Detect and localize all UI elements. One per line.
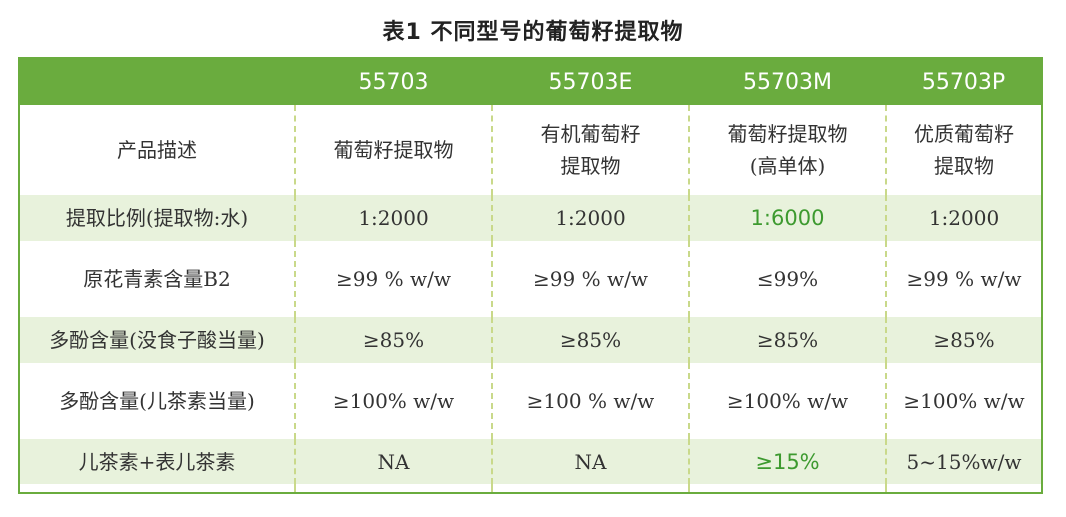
header-cell-empty	[20, 59, 295, 105]
table-cell: ≥85%	[885, 317, 1041, 363]
table-cell: ≥99 % w/w	[294, 241, 492, 317]
table-cell: 葡萄籽提取物	[294, 105, 492, 195]
highlight-value: ≥15%	[755, 449, 820, 474]
table-title: 表1 不同型号的葡萄籽提取物	[382, 20, 684, 45]
table-cell: ≥100 % w/w	[491, 363, 689, 439]
row-label: 多酚含量(没食子酸当量)	[20, 317, 295, 363]
table-row: 产品描述 葡萄籽提取物 有机葡萄籽提取物 葡萄籽提取物 (高单体) 优质葡萄籽提取…	[20, 105, 1041, 195]
table-cell: 有机葡萄籽 提取物	[491, 105, 689, 195]
row-label: 原花青素含量B2	[83, 267, 231, 291]
spacer-cell	[885, 484, 1041, 492]
cell-line: 优质葡萄籽	[914, 122, 1014, 146]
table-cell: 葡萄籽提取物 (高单体)	[688, 105, 886, 195]
header-cell-55703e: 55703E	[492, 59, 689, 105]
table-cell: NA	[294, 439, 492, 484]
table-cell: 1:2000	[885, 195, 1041, 241]
spacer-cell	[294, 484, 492, 492]
table-cell: ≥99 % w/w	[885, 241, 1041, 317]
table-cell: 1:2000	[491, 195, 689, 241]
table-bottom-spacer	[20, 484, 1041, 492]
table-cell: ≥100% w/w	[688, 363, 886, 439]
table-cell: NA	[491, 439, 689, 484]
table-row: 多酚含量(没食子酸当量) ≥85% ≥85% ≥85% ≥85%	[20, 317, 1041, 363]
table-cell: ≥85%	[491, 317, 689, 363]
row-label: 儿茶素+表儿茶素	[20, 439, 295, 484]
table-row: 多酚含量(儿茶素当量) ≥100% w/w ≥100 % w/w ≥100% w…	[20, 363, 1041, 439]
cell-line: 有机葡萄籽	[540, 122, 641, 146]
table-cell: ≥99 % w/w	[491, 241, 689, 317]
header-cell-55703m: 55703M	[689, 59, 886, 105]
header-cell-55703p: 55703P	[886, 59, 1041, 105]
cell-line: 葡萄籽提取物	[727, 122, 848, 146]
table-cell: 1:6000	[688, 195, 886, 241]
cell-line: 提取物	[560, 154, 621, 178]
spacer-cell	[688, 484, 886, 492]
row-label: 提取比例(提取物:水)	[20, 195, 295, 241]
table-cell: 1:2000	[294, 195, 492, 241]
table-cell: ≥100% w/w	[294, 363, 492, 439]
table-cell: ≥15%	[688, 439, 886, 484]
table-cell: 5~15%w/w	[885, 439, 1041, 484]
table-cell: ≤99%	[688, 241, 886, 317]
row-label: 产品描述	[117, 138, 197, 162]
table-row: 提取比例(提取物:水) 1:2000 1:2000 1:6000 1:2000	[20, 195, 1041, 241]
cell-line: 葡萄籽提取物	[333, 138, 454, 162]
table-cell: ≥100% w/w	[885, 363, 1041, 439]
header-cell-55703: 55703	[295, 59, 492, 105]
table-row: 儿茶素+表儿茶素 NA NA ≥15% 5~15%w/w	[20, 439, 1041, 484]
table-cell: ≥85%	[688, 317, 886, 363]
spacer-cell	[20, 484, 295, 492]
table-cell: ≥85%	[294, 317, 492, 363]
header-row: 55703 55703E 55703M 55703P	[20, 59, 1041, 105]
cell-line: (高单体)	[749, 154, 826, 178]
table-row: 原花青素含量B2 ≥99 % w/w ≥99 % w/w ≤99% ≥99 % …	[20, 241, 1041, 317]
cell-line: 提取物	[934, 154, 994, 178]
grape-seed-extract-table: 55703 55703E 55703M 55703P 产品描述 葡萄籽提取物 有…	[20, 59, 1041, 492]
table-frame: 55703 55703E 55703M 55703P 产品描述 葡萄籽提取物 有…	[18, 57, 1043, 494]
spacer-cell	[491, 484, 689, 492]
highlight-value: 1:6000	[750, 206, 825, 230]
row-label: 多酚含量(儿茶素当量)	[59, 389, 255, 413]
table-cell: 优质葡萄籽 提取物	[885, 105, 1041, 195]
